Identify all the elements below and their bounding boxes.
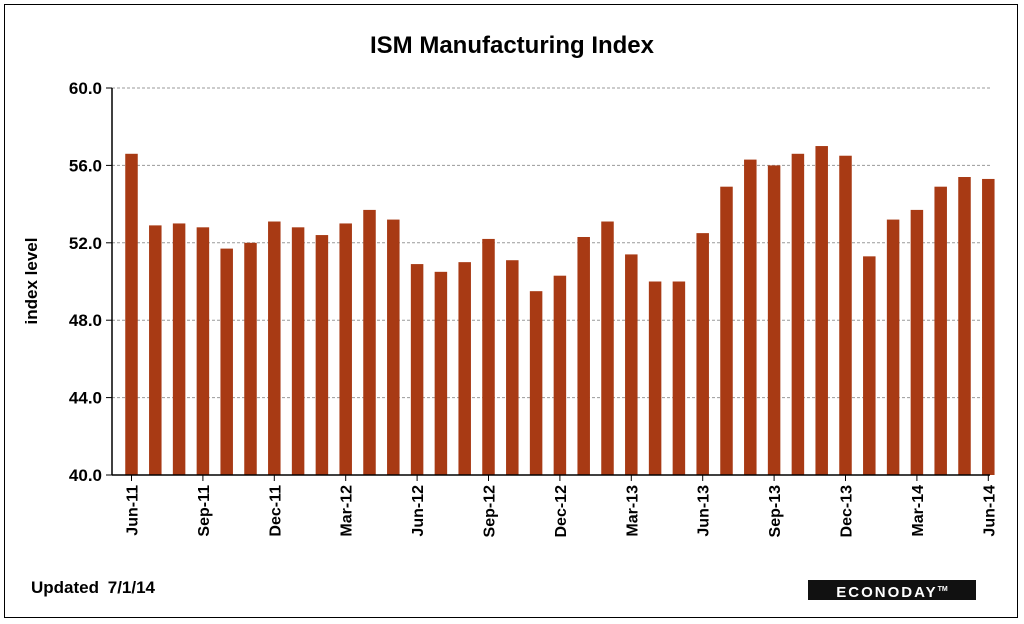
y-tick-label: 56.0 — [69, 156, 102, 175]
bar-Feb-13 — [601, 221, 614, 475]
x-tick-labels: Jun-11 Sep-11 Dec-11 Mar-12 Jun-12 Sep-12 Dec-… — [125, 475, 998, 538]
y-tick-label: 60.0 — [69, 79, 102, 98]
x-tick-label: Dec-12 — [553, 485, 570, 538]
bar-Mar-13 — [625, 254, 638, 475]
bar-Aug-11 — [172, 223, 186, 475]
y-tick-labels: 40.0 44.0 48.0 52.0 56.0 60.0 — [69, 79, 112, 485]
bar-Oct-13 — [791, 153, 805, 476]
y-tick-label: 52.0 — [69, 234, 102, 253]
x-tick-label: Jun-12 — [410, 485, 427, 537]
bar-Jun-13 — [696, 233, 709, 475]
bar-Dec-11 — [268, 221, 281, 475]
bar-Mar-12 — [339, 223, 352, 475]
brand-logo: ECONODAYTM — [808, 580, 976, 601]
x-tick-label: Jun-14 — [981, 485, 998, 537]
bar-Apr-14 — [934, 186, 947, 475]
bar-Apr-12 — [363, 209, 376, 475]
bar-Nov-13 — [815, 146, 828, 476]
bar-Aug-12 — [458, 262, 471, 475]
bar-Dec-12 — [553, 275, 567, 475]
brand-tm: TM — [937, 586, 948, 593]
bar-Dec-13 — [839, 155, 852, 475]
bar-May-14 — [958, 177, 971, 475]
bar-Jun-12 — [410, 264, 424, 475]
bar-Sep-12 — [482, 238, 495, 475]
bar-May-12 — [387, 219, 400, 475]
bar-Aug-13 — [744, 159, 757, 475]
chart-title: ISM Manufacturing Index — [369, 32, 654, 59]
x-tick-label: Dec-11 — [267, 485, 284, 537]
bar-Oct-11 — [220, 248, 233, 475]
bar-Nov-12 — [529, 291, 543, 475]
bar-Jun-14 — [982, 178, 995, 475]
bar-Jul-13 — [720, 186, 733, 475]
x-tick-label: Mar-13 — [624, 485, 641, 537]
bar-Jul-12 — [434, 271, 448, 475]
bar-Jun-11 — [125, 153, 138, 476]
x-tick-label: Sep-11 — [196, 485, 213, 537]
bar-Jul-11 — [149, 225, 162, 475]
bar-Feb-12 — [315, 235, 329, 475]
x-tick-label: Mar-14 — [910, 485, 927, 537]
axes — [111, 88, 990, 476]
bar-Feb-14 — [886, 219, 900, 475]
bar-Apr-13 — [648, 281, 662, 475]
grid-lines — [112, 87, 990, 399]
bar-Sep-11 — [196, 227, 210, 475]
bar-May-13 — [672, 281, 686, 475]
x-tick-label: Sep-13 — [767, 485, 784, 538]
x-tick-label: Dec-13 — [839, 485, 856, 538]
bars — [125, 146, 995, 476]
bar-Sep-13 — [767, 165, 781, 475]
updated-note: Updated 7/1/14 — [31, 578, 159, 598]
bar-Jan-13 — [577, 236, 590, 475]
x-tick-label: Sep-12 — [482, 485, 499, 538]
bar-Jan-14 — [863, 256, 876, 475]
x-tick-label: Jun-13 — [696, 485, 713, 537]
bar-Oct-12 — [506, 260, 519, 475]
updated-date: 7/1/14 — [107, 578, 155, 597]
y-tick-label: 40.0 — [69, 466, 102, 485]
y-tick-label: 48.0 — [69, 311, 102, 330]
x-tick-label: Jun-11 — [125, 485, 142, 536]
y-tick-label: 44.0 — [69, 389, 102, 408]
bar-Jan-12 — [291, 227, 305, 475]
brand-name: ECONODAY — [836, 584, 938, 601]
bar-Nov-11 — [244, 242, 257, 475]
updated-label: Updated — [31, 578, 99, 597]
x-tick-label: Mar-12 — [339, 485, 356, 537]
bar-Mar-14 — [910, 209, 924, 475]
